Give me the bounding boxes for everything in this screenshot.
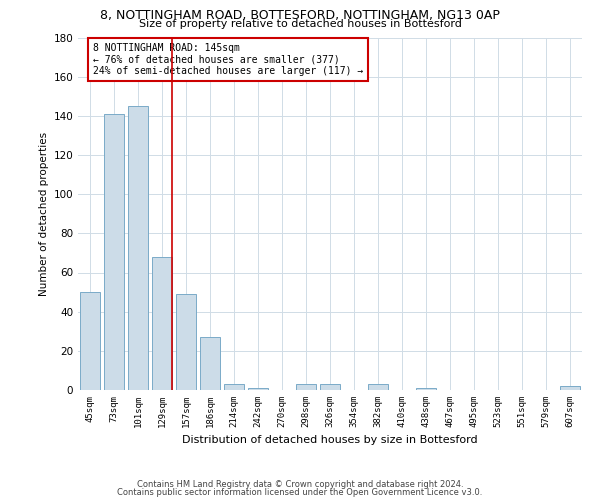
Bar (320, 384, 340, 390)
Y-axis label: Number of detached properties: Number of detached properties (39, 132, 49, 296)
Bar (128, 106, 148, 390)
Bar (80, 292, 100, 390)
Bar (200, 337, 220, 390)
Bar (416, 388, 436, 390)
Bar (224, 384, 244, 390)
Bar (368, 384, 388, 390)
Text: Contains HM Land Registry data © Crown copyright and database right 2024.: Contains HM Land Registry data © Crown c… (137, 480, 463, 489)
Text: Size of property relative to detached houses in Bottesford: Size of property relative to detached ho… (139, 19, 461, 29)
Bar (104, 114, 124, 390)
Bar (248, 388, 268, 390)
Bar (152, 257, 172, 390)
X-axis label: Distribution of detached houses by size in Bottesford: Distribution of detached houses by size … (182, 436, 478, 446)
Text: 8 NOTTINGHAM ROAD: 145sqm
← 76% of detached houses are smaller (377)
24% of semi: 8 NOTTINGHAM ROAD: 145sqm ← 76% of detac… (93, 43, 364, 76)
Bar (296, 384, 316, 390)
Bar (560, 386, 580, 390)
Text: 8, NOTTINGHAM ROAD, BOTTESFORD, NOTTINGHAM, NG13 0AP: 8, NOTTINGHAM ROAD, BOTTESFORD, NOTTINGH… (100, 9, 500, 22)
Bar (176, 294, 196, 390)
Text: Contains public sector information licensed under the Open Government Licence v3: Contains public sector information licen… (118, 488, 482, 497)
